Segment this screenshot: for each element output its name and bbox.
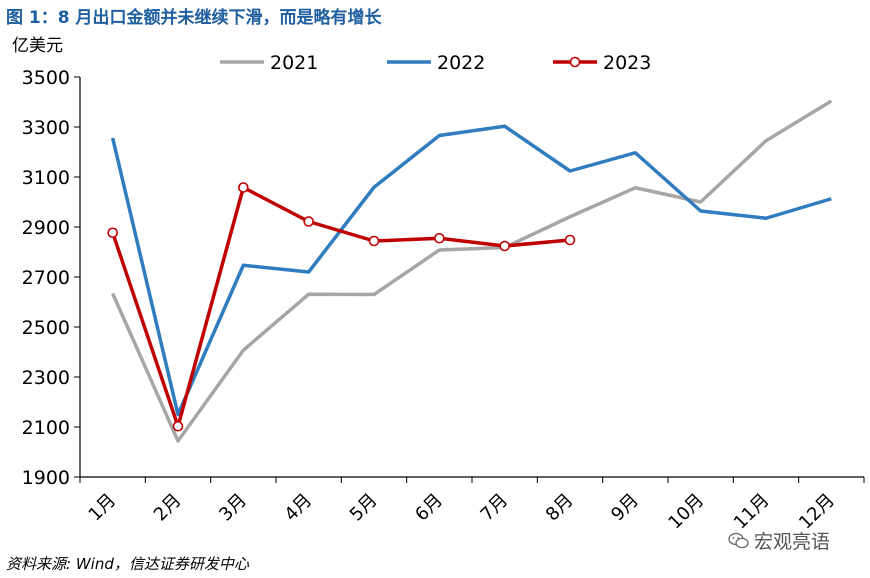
chart-title: 图 1：8 月出口金额并未继续下滑，而是略有增长 [6,8,382,28]
data-point-2023 [107,227,118,239]
y-tick-label: 2500 [22,317,70,339]
series-lines [110,99,833,443]
x-tick-label: 10月 [664,490,708,534]
y-tick-label: 2900 [22,217,70,239]
data-point-2023 [499,240,510,252]
data-point-2023 [172,420,184,432]
series-line-2023 [111,185,571,428]
legend: 2021 2022 2023 [220,52,651,74]
legend-marker-2023 [569,56,581,68]
x-tick-label: 4月 [281,490,317,526]
x-tick-label: 3月 [215,490,251,526]
data-point-2023 [238,182,249,193]
data-point-2023 [303,216,314,227]
legend-label-2022: 2022 [437,52,485,74]
y-tick-label: 1900 [22,467,70,489]
series-markers [107,182,576,432]
x-tick-label: 1月 [85,490,121,526]
legend-label-2021: 2021 [270,52,318,74]
legend-label-2023: 2023 [603,52,651,74]
x-tick-label: 5月 [346,490,382,526]
data-point-2023 [368,235,380,247]
series-line-2021 [111,99,833,443]
y-tick-label: 2700 [22,267,70,289]
x-tick-label: 6月 [411,490,447,526]
y-tick-label: 3300 [22,117,70,139]
y-tick-label: 3100 [22,167,70,189]
data-point-2023 [564,234,576,246]
series-line-2022 [110,124,832,417]
x-tick-label: 7月 [477,490,513,526]
source-note: 资料来源: Wind，信达证券研发中心 [6,555,249,573]
y-tick-label: 2300 [22,367,70,389]
y-tick-label: 2100 [22,417,70,439]
y-axis: 1900 2100 2300 2500 2700 2900 3100 3300 3500 [22,67,81,489]
y-axis-label: 亿美元 [12,36,63,56]
y-tick-label: 3500 [22,67,70,89]
watermark: 宏观亮语 [728,527,830,554]
x-tick-label: 2月 [150,490,186,526]
wechat-icon [728,532,749,548]
watermark-text: 宏观亮语 [754,531,831,553]
x-tick-label: 9月 [607,490,643,526]
data-point-2023 [434,232,445,244]
x-axis: 1月 2月 3月 4月 5月 6月 7月 8月 9月 10月 11月 12月 [79,476,865,534]
x-tick-label: 8月 [542,490,578,526]
